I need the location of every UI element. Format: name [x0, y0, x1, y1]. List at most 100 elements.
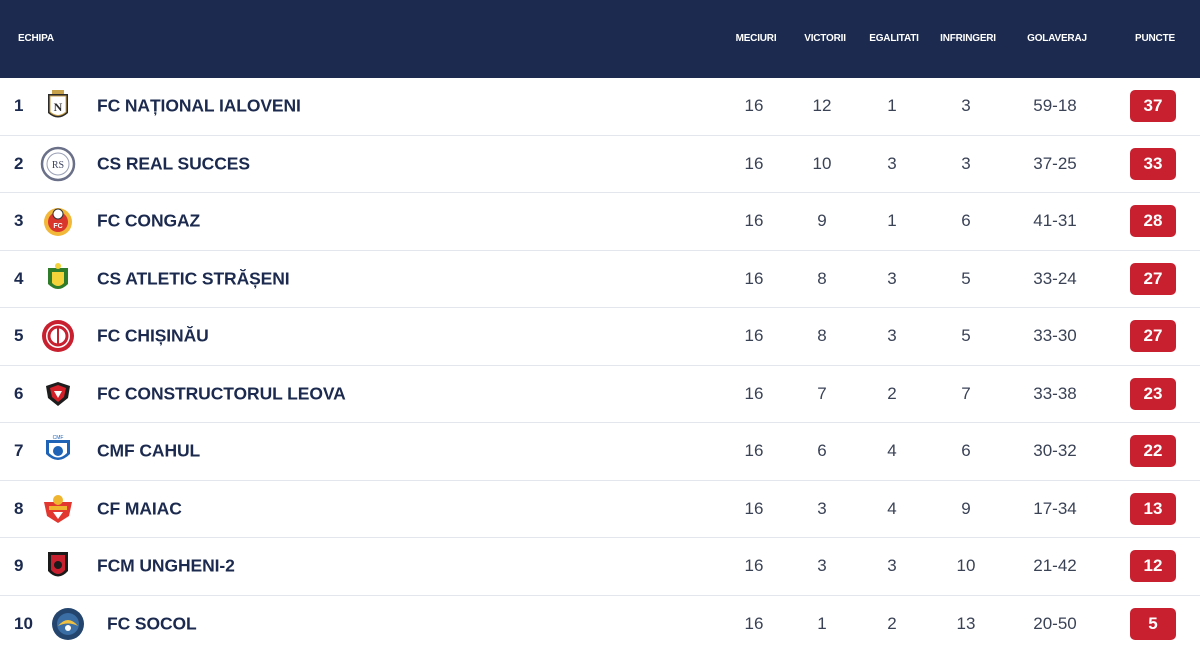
- draws-value: 4: [887, 441, 897, 461]
- team-name[interactable]: FCM UNGHENI-2: [97, 555, 235, 576]
- draws-value: 1: [887, 211, 897, 231]
- draws-value: 3: [887, 556, 897, 576]
- draws-value: 3: [887, 326, 897, 346]
- header-wins: VICTORII: [804, 33, 846, 44]
- constructorul-crest-icon: [40, 376, 76, 412]
- played-value: 16: [744, 614, 764, 634]
- table-row[interactable]: 2 RS CS REAL SUCCES 16 10 3 3 37-25 33: [0, 136, 1200, 193]
- losses-value: 9: [961, 498, 971, 518]
- draws-value: 1: [887, 96, 897, 116]
- team-name[interactable]: FC NAȚIONAL IALOVENI: [97, 95, 301, 116]
- played-value: 16: [744, 211, 764, 231]
- position: 6: [14, 383, 24, 403]
- ungheni-crest-icon: [40, 548, 76, 584]
- wins-value: 6: [817, 441, 827, 461]
- position: 1: [14, 96, 24, 116]
- draws-value: 2: [887, 383, 897, 403]
- goals-value: 33-24: [1033, 268, 1077, 288]
- points-badge: 22: [1130, 435, 1176, 468]
- header-goals: GOLAVERAJ: [1027, 33, 1087, 44]
- losses-value: 3: [961, 153, 971, 173]
- table-row[interactable]: 6 FC CONSTRUCTORUL LEOVA 16 7 2 7 33-38 23: [0, 366, 1200, 423]
- goals-value: 17-34: [1033, 498, 1077, 518]
- losses-value: 13: [956, 614, 976, 634]
- losses-value: 5: [961, 268, 971, 288]
- chisinau-crest-icon: [40, 318, 76, 354]
- header-draws: EGALITATI: [869, 33, 919, 44]
- points-badge: 12: [1130, 550, 1176, 583]
- position: 10: [14, 614, 33, 634]
- header-team: ECHIPA: [18, 33, 54, 44]
- played-value: 16: [744, 153, 764, 173]
- team-name[interactable]: FC CONGAZ: [97, 210, 201, 231]
- played-value: 16: [744, 96, 764, 116]
- goals-value: 21-42: [1033, 556, 1077, 576]
- draws-value: 2: [887, 614, 897, 634]
- draws-value: 3: [887, 268, 897, 288]
- losses-value: 10: [956, 556, 976, 576]
- table-row[interactable]: 4 CS ATLETIC STRĂȘENI 16 8 3 5 33-24 27: [0, 251, 1200, 308]
- losses-value: 3: [961, 96, 971, 116]
- header-points: PUNCTE: [1135, 33, 1175, 44]
- goals-value: 41-31: [1033, 211, 1077, 231]
- table-row[interactable]: 10 FC SOCOL 16 1 2 13 20-50 5: [0, 596, 1200, 651]
- cahul-crest-icon: CMF: [40, 433, 76, 469]
- position: 3: [14, 211, 24, 231]
- team-name[interactable]: CMF CAHUL: [97, 440, 201, 461]
- losses-value: 7: [961, 383, 971, 403]
- points-badge: 5: [1130, 608, 1176, 641]
- position: 5: [14, 326, 24, 346]
- points-badge: 28: [1130, 205, 1176, 238]
- losses-value: 6: [961, 441, 971, 461]
- position: 7: [14, 441, 24, 461]
- points-badge: 27: [1130, 262, 1176, 295]
- wins-value: 1: [817, 614, 827, 634]
- played-value: 16: [744, 326, 764, 346]
- table-row[interactable]: 5 FC CHIȘINĂU 16 8 3 5 33-30 27: [0, 308, 1200, 366]
- team-name[interactable]: CF MAIAC: [97, 498, 182, 519]
- socol-crest-icon: [50, 606, 86, 642]
- position: 2: [14, 153, 24, 173]
- svg-text:N: N: [54, 100, 63, 114]
- team-name[interactable]: FC CHIȘINĂU: [97, 325, 209, 346]
- points-badge: 33: [1130, 147, 1176, 180]
- table-row[interactable]: 9 FCM UNGHENI-2 16 3 3 10 21-42 12: [0, 538, 1200, 596]
- team-name[interactable]: CS ATLETIC STRĂȘENI: [97, 268, 290, 289]
- wins-value: 7: [817, 383, 827, 403]
- played-value: 16: [744, 556, 764, 576]
- table-row[interactable]: 3 FC FC CONGAZ 16 9 1 6 41-31 28: [0, 193, 1200, 251]
- played-value: 16: [744, 268, 764, 288]
- goals-value: 59-18: [1033, 96, 1077, 116]
- goals-value: 33-38: [1033, 383, 1077, 403]
- wins-value: 3: [817, 556, 827, 576]
- points-badge: 37: [1130, 90, 1176, 123]
- wins-value: 12: [812, 96, 832, 116]
- table-row[interactable]: 7 CMF CMF CAHUL 16 6 4 6 30-32 22: [0, 423, 1200, 481]
- table-row[interactable]: 8 CF MAIAC 16 3 4 9 17-34 13: [0, 481, 1200, 538]
- header-losses: INFRINGERI: [940, 33, 996, 44]
- goals-value: 30-32: [1033, 441, 1077, 461]
- congaz-crest-icon: FC: [40, 203, 76, 239]
- svg-text:CMF: CMF: [53, 435, 64, 441]
- played-value: 16: [744, 383, 764, 403]
- losses-value: 5: [961, 326, 971, 346]
- atletic-straseni-crest-icon: [40, 261, 76, 297]
- position: 8: [14, 498, 24, 518]
- team-name[interactable]: FC SOCOL: [107, 613, 197, 634]
- goals-value: 33-30: [1033, 326, 1077, 346]
- svg-text:RS: RS: [52, 160, 64, 171]
- maiac-crest-icon: [40, 491, 76, 527]
- table-row[interactable]: 1 N FC NAȚIONAL IALOVENI 16 12 1 3 59-18 37: [0, 78, 1200, 136]
- table-body: 1 N FC NAȚIONAL IALOVENI 16 12 1 3 59-18 37 2 RS CS…: [0, 78, 1200, 651]
- wins-value: 8: [817, 326, 827, 346]
- goals-value: 37-25: [1033, 153, 1077, 173]
- team-name[interactable]: FC CONSTRUCTORUL LEOVA: [97, 383, 346, 404]
- draws-value: 3: [887, 153, 897, 173]
- svg-text:FC: FC: [53, 223, 62, 230]
- points-badge: 27: [1130, 320, 1176, 353]
- wins-value: 10: [812, 153, 832, 173]
- team-name[interactable]: CS REAL SUCCES: [97, 153, 250, 174]
- real-succes-crest-icon: RS: [40, 146, 76, 182]
- wins-value: 3: [817, 498, 827, 518]
